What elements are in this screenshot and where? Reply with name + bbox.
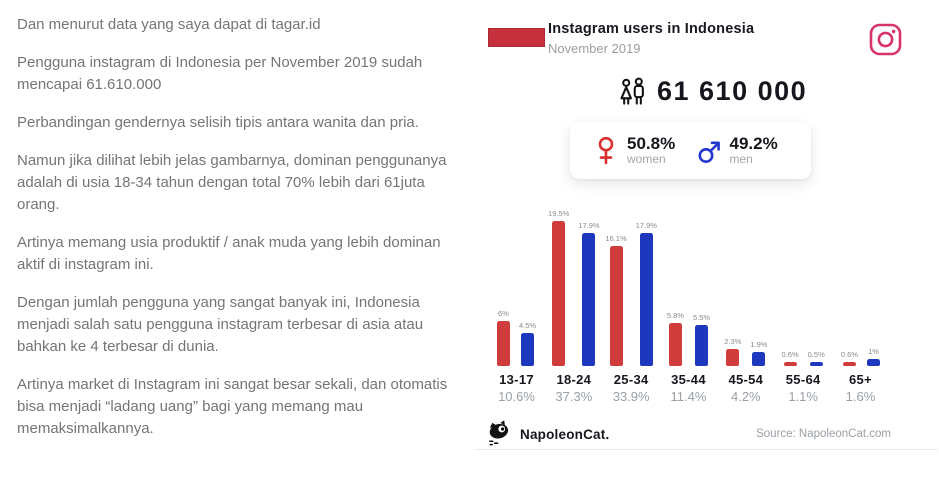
bar-men-55-64: [809, 362, 823, 366]
people-icon: [617, 77, 648, 108]
category-total-35-44: 11.4%: [670, 389, 707, 404]
female-icon: [594, 136, 618, 166]
paragraph: Artinya memang usia produktif / anak mud…: [17, 234, 441, 273]
paragraph: Namun jika dilihat lebih jelas gambarnya…: [17, 152, 447, 213]
bar-women-65+: [842, 361, 856, 366]
category-total-13-17: 10.6%: [498, 389, 535, 404]
category-label-55-64: 55-64: [785, 372, 821, 387]
footer-divider: [474, 449, 938, 450]
category-label-13-17: 13-17: [499, 372, 534, 387]
source-credit: Source: NapoleonCat.com: [756, 428, 891, 440]
total-users-value: 61 610 000: [657, 76, 808, 106]
napoleoncat-logo-icon: [485, 419, 514, 448]
paragraph: Pengguna instagram di Indonesia per Nove…: [17, 54, 423, 93]
male-icon: [697, 136, 721, 166]
bar-chart: 6% 4.5% 13-17 10.6% 19.5% 17.9% 18-24 37.3% 16.1…: [470, 200, 939, 410]
category-label-45-54: 45-54: [728, 372, 764, 387]
bar-value-men-35-44: 5.5%: [692, 313, 711, 323]
men-percent: 49.2%: [729, 134, 778, 153]
bar-women-13-17: [496, 321, 510, 366]
bar-men-13-17: [520, 332, 534, 366]
bar-men-35-44: [695, 325, 709, 366]
category-label-65+: 65+: [848, 372, 872, 387]
category-label-35-44: 35-44: [671, 372, 706, 387]
infographic-panel: Instagram users in Indonesia November 20…: [470, 0, 939, 480]
gender-women: 50.8% women: [594, 135, 697, 166]
bar-value-men-25-34: 17.9%: [635, 220, 657, 230]
infographic-title: Instagram users in Indonesia: [548, 21, 755, 37]
gender-women-text: 50.8% women: [627, 135, 675, 166]
bar-value-men-13-17: 4.5%: [518, 320, 537, 330]
bar-men-45-54: [752, 351, 766, 366]
bar-value-women-25-34: 16.1%: [605, 234, 627, 244]
napoleoncat-brand-name: NapoleonCat.: [520, 427, 610, 442]
bar-value-women-45-54: 2.3%: [724, 336, 742, 346]
paragraph: Artinya market di Instagram ini sangat b…: [17, 376, 448, 437]
bar-group-65+: 0.6% 1% 65+ 1.6%: [830, 200, 890, 404]
bar-women-35-44: [668, 322, 682, 366]
bar-value-women-65+: 0.6%: [840, 349, 859, 359]
category-label-18-24: 18-24: [556, 372, 592, 387]
infographic-subtitle: November 2019: [548, 41, 641, 56]
gender-men-text: 49.2% men: [730, 135, 778, 166]
category-total-55-64: 1.1%: [788, 389, 818, 404]
bar-men-65+: [867, 358, 881, 366]
paragraph: Perbandingan gendernya selisih tipis ant…: [17, 114, 419, 131]
bar-value-men-45-54: 1.9%: [750, 339, 768, 349]
bar-women-45-54: [726, 348, 740, 366]
category-total-18-24: 37.3%: [555, 389, 593, 404]
bar-women-18-24: [552, 220, 566, 366]
gender-card: 50.8% women 49.2% men: [570, 122, 811, 179]
bar-value-men-65+: 1%: [868, 346, 879, 356]
category-label-25-34: 25-34: [613, 372, 649, 387]
instagram-icon: [868, 22, 903, 57]
category-total-25-34: 33.9%: [612, 389, 650, 404]
men-label: men: [729, 152, 753, 166]
bar-value-women-18-24: 19.5%: [548, 208, 570, 218]
bar-group-45-54: 2.3% 1.9% 45-54 4.2%: [716, 200, 776, 404]
article-text-panel: Dan menurut data yang saya dapat di taga…: [17, 16, 448, 437]
paragraph: Dengan jumlah pengguna yang sangat banya…: [17, 294, 424, 355]
bar-value-women-55-64: 0.6%: [781, 349, 799, 359]
bar-value-men-55-64: 0.5%: [807, 350, 825, 360]
bar-group-55-64: 0.6% 0.5% 55-64 1.1%: [773, 200, 833, 404]
bar-men-25-34: [639, 232, 653, 366]
bar-value-women-13-17: 6%: [498, 309, 509, 319]
women-label: women: [627, 152, 666, 166]
category-total-65+: 1.6%: [845, 389, 876, 404]
bar-value-men-18-24: 17.9%: [578, 220, 600, 230]
paragraph: Dan menurut data yang saya dapat di taga…: [17, 16, 321, 33]
gender-men: 49.2% men: [697, 135, 800, 166]
bar-women-25-34: [609, 246, 623, 366]
bar-women-55-64: [783, 361, 797, 366]
bar-men-18-24: [582, 232, 596, 366]
women-percent: 50.8%: [627, 134, 676, 153]
bar-group-25-34: 16.1% 17.9% 25-34 33.9%: [601, 200, 661, 404]
bar-value-women-35-44: 5.8%: [666, 310, 684, 320]
bar-group-18-24: 19.5% 17.9% 18-24 37.3%: [544, 200, 604, 404]
bar-group-13-17: 6% 4.5% 13-17 10.6%: [487, 200, 547, 404]
category-total-45-54: 4.2%: [730, 389, 761, 404]
bar-group-35-44: 5.8% 5.5% 35-44 11.4%: [658, 200, 718, 404]
red-badge: [488, 28, 545, 47]
